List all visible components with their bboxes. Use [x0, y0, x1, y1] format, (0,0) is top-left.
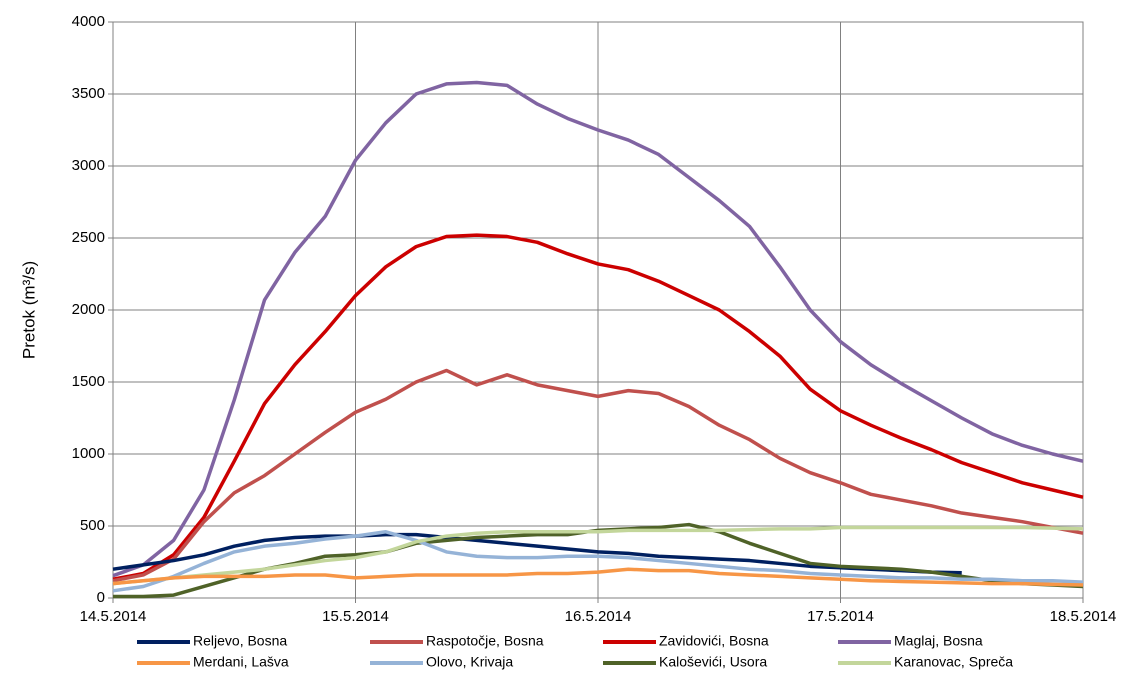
y-axis-label: Pretok (m³/s)	[19, 261, 38, 359]
y-tick-label: 500	[80, 517, 105, 534]
legend-label: Raspotočje, Bosna	[426, 633, 544, 649]
legend-label: Reljevo, Bosna	[193, 633, 287, 649]
series-line	[112, 80, 1084, 578]
y-tick-label: 2000	[72, 301, 105, 318]
x-tick-label: 15.5.2014	[322, 608, 389, 625]
y-tick-label: 0	[97, 589, 105, 606]
y-tick-label: 3000	[72, 157, 105, 174]
series-line	[112, 368, 1084, 583]
legend-label: Kaloševići, Usora	[659, 654, 767, 670]
x-tick-label: 17.5.2014	[807, 608, 874, 625]
x-tick-label: 18.5.2014	[1050, 608, 1117, 625]
legend-label: Merdani, Lašva	[193, 654, 289, 670]
y-tick-label: 2500	[72, 229, 105, 246]
y-tick-label: 3500	[72, 85, 105, 102]
y-tick-label: 1000	[72, 445, 105, 462]
legend-label: Maglaj, Bosna	[894, 633, 983, 649]
x-tick-label: 14.5.2014	[80, 608, 147, 625]
series-line	[112, 530, 1084, 593]
legend-label: Karanovac, Spreča	[894, 654, 1013, 670]
y-tick-label: 4000	[72, 13, 105, 30]
legend-label: Olovo, Krivaja	[426, 654, 513, 670]
series-line	[112, 233, 1084, 581]
series-line	[112, 567, 1084, 587]
y-tick-label: 1500	[72, 373, 105, 390]
series-line	[112, 525, 1084, 586]
legend-label: Zavidovići, Bosna	[659, 633, 769, 649]
series-line	[112, 532, 962, 575]
x-tick-label: 16.5.2014	[565, 608, 632, 625]
